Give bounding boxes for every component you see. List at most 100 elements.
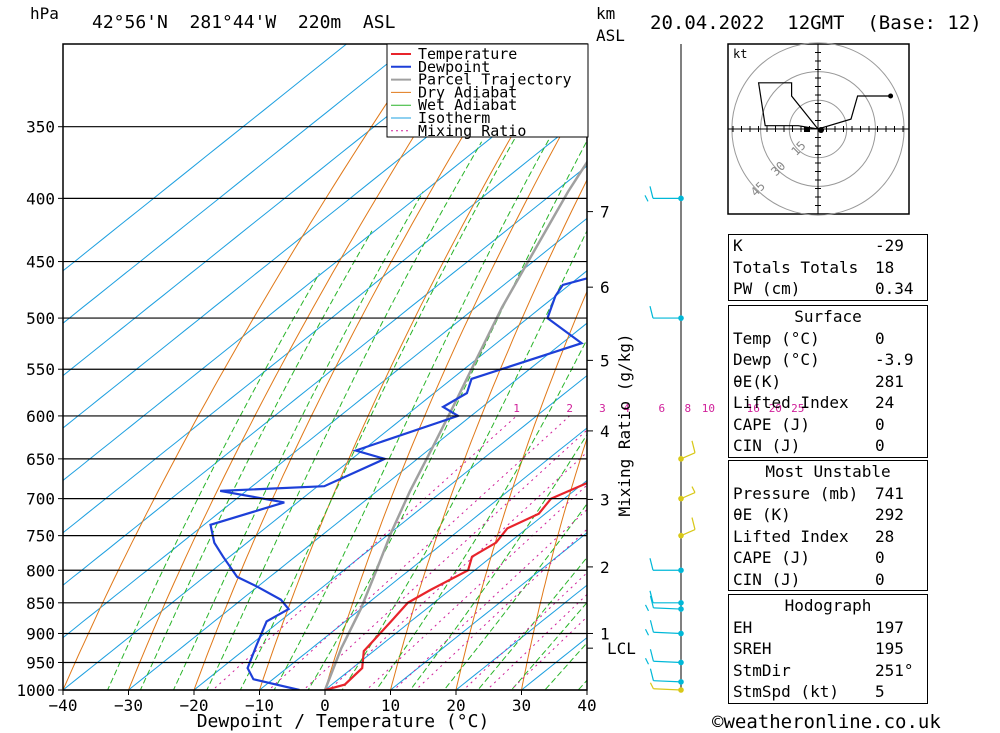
wet-adiabat-line [477,556,587,690]
wind-barb-feather [649,558,654,571]
hodograph-end-dot [888,93,894,99]
surface-table: Surface Temp (°C) 0 Dewp (°C) -3.9 θE(K) 281 Li… [728,305,928,458]
hodograph-storm-marker [804,127,809,132]
height-tick-label: 2 [600,558,610,577]
pressure-tick-label: 900 [26,624,55,643]
wet-adiabat-line [107,273,320,690]
x-tick-label: 40 [577,696,596,715]
isotherm-line [455,584,587,690]
mixing-ratio-line [328,451,587,690]
hodograph-row: EH 197 [729,617,927,639]
location-title: 42°56'N 281°44'W 220m ASL [92,12,396,33]
hodograph-label: StmDir [733,660,791,680]
x-axis-title: Dewpoint / Temperature (°C) [197,711,490,732]
wind-barb-feather [649,305,654,319]
wind-barb-feather [649,590,654,603]
indices-value: 18 [875,257,895,277]
wind-barb [649,682,684,693]
most-unstable-label: Lifted Index [733,526,849,546]
wind-barb-shaft [653,660,682,664]
hodograph-unit-label: kt [733,47,747,61]
wet-adiabat-line [307,139,587,690]
most-unstable-title: Most Unstable [765,462,891,481]
wind-barb-feather [644,628,650,636]
mixing-ratio-label: 20 [769,402,782,415]
mixing-ratio-line [462,572,587,690]
isotherm-line [63,44,544,429]
lcl-label: LCL [607,639,636,658]
x-tick-label: 0 [320,696,330,715]
mixing-ratio-line [212,415,517,690]
datetime-title: 20.04.2022 12GMT (Base: 12) [650,12,982,34]
legend-label: Dry Adiabat [418,83,517,101]
wet-adiabat-line [172,191,424,690]
isotherm-line [389,532,587,690]
x-tick-label: 30 [512,696,531,715]
most-unstable-row: θE (K) 292 [729,504,927,526]
parcel-trajectory-line [323,159,587,690]
most-unstable-label: CAPE (J) [733,548,811,567]
pressure-tick-label: 750 [26,527,55,546]
mixing-ratio-line [302,429,587,690]
surface-value: 281 [875,371,904,391]
indices-value: 0.34 [875,279,914,298]
wind-barb-feather [649,649,655,662]
wet-adiabat-line [409,433,587,690]
most-unstable-row: Pressure (mb) 741 [729,483,927,505]
isotherm-line [947,0,1000,716]
surface-label: Lifted Index [733,393,849,412]
most-unstable-value: 741 [875,483,904,503]
wind-barb-shaft [653,631,682,635]
wind-barb [649,305,684,321]
pressure-tick-label: 700 [26,490,55,509]
indices-row: PW (cm) 0.34 [729,278,927,300]
wind-barb-dot [678,495,684,502]
hodograph-value: 195 [875,639,904,658]
hodograph-table: Hodograph EH 197 SREH 195 StmDir 251° StmSpd (k… [728,594,928,704]
wind-barb-shaft [653,607,682,610]
most-unstable-value: 28 [875,526,895,546]
surface-value: -3.9 [875,350,914,369]
wind-barb [649,558,684,574]
legend-label: Dewpoint [418,58,490,76]
wet-adiabat-line [139,230,373,690]
wet-adiabat-line [443,503,587,690]
wind-barb [644,186,684,202]
hodograph-label: StmSpd (kt) [733,682,839,701]
wind-barb [678,517,696,539]
wind-barb [649,668,684,685]
surface-row: Temp (°C) 0 [729,328,927,350]
hodograph-row: StmDir 251° [729,660,927,682]
pressure-tick-label: 550 [26,360,55,379]
isotherm-line [324,479,587,690]
surface-value: 0 [875,414,885,434]
wind-barb-feather [644,195,649,202]
wind-barb-feather [691,486,696,493]
temperature-line [324,481,587,690]
indices-row: K -29 [729,235,927,257]
indices-value: -29 [875,236,904,255]
indices-row: Totals Totals 18 [729,257,927,279]
most-unstable-label: θE (K) [733,505,791,524]
mixing-ratio-label: 3 [599,402,606,415]
mixing-ratio-label: 10 [702,402,715,415]
hodograph-title: Hodograph [784,596,872,615]
pressure-tick-label: 350 [26,118,55,137]
pressure-tick-label: 950 [26,653,55,672]
indices-label: PW (cm) [733,279,801,298]
hodograph-value: 251° [875,660,914,680]
surface-row: Dewp (°C) -3.9 [729,349,927,371]
wind-barb-shaft [680,529,696,537]
hodograph-label: SREH [733,639,772,658]
indices-label: K [733,236,743,255]
legend-label: Isotherm [418,109,490,127]
most-unstable-label: Pressure (mb) [733,483,859,503]
legend-label: Mixing Ratio [418,122,526,140]
asl-unit-label: ASL [596,26,625,45]
height-tick-label: 7 [600,203,610,222]
wind-barb-shaft [653,680,682,683]
surface-row: CIN (J) 0 [729,435,927,457]
x-tick-label: −10 [245,696,274,715]
isotherm-line [520,637,587,690]
